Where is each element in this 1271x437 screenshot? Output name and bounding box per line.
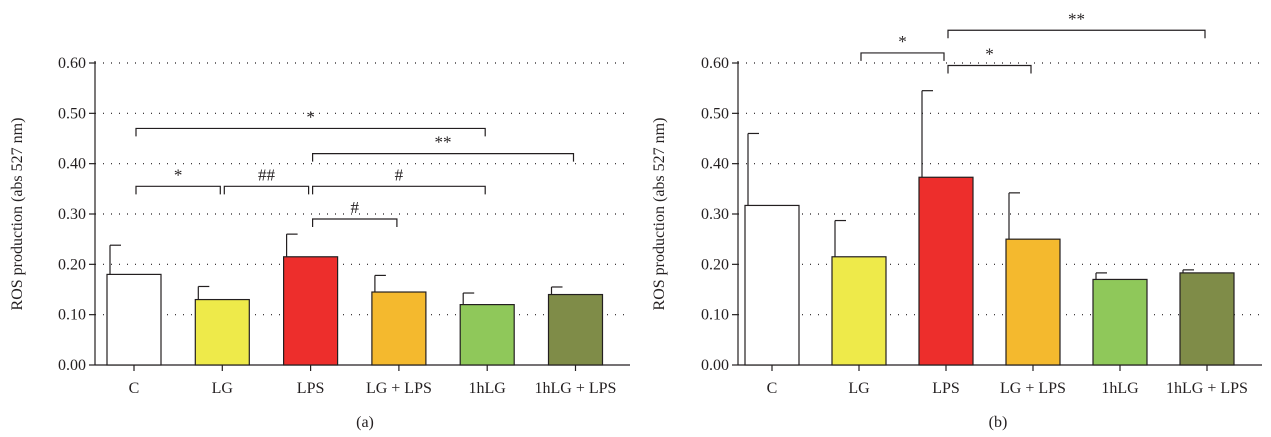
y-tick-label: 0.10 bbox=[58, 307, 86, 324]
bar-lg bbox=[194, 298, 250, 366]
y-axis-label: ROS production (abs 527 nm) bbox=[651, 118, 668, 311]
significance-bracket bbox=[312, 185, 486, 195]
bar-1hlg-lps bbox=[1179, 272, 1235, 366]
y-tick-label: 0.30 bbox=[701, 206, 729, 223]
x-tick-label: 1hLG + LPS bbox=[1166, 380, 1248, 397]
significance-bracket bbox=[135, 127, 486, 137]
y-tick-label: 0.40 bbox=[58, 156, 86, 173]
significance-bracket bbox=[860, 52, 945, 61]
bar-1hlg-lps bbox=[547, 293, 604, 366]
x-tick-label: 1hLG bbox=[1101, 380, 1139, 397]
y-tick-label: 0.20 bbox=[701, 256, 729, 273]
y-tick-label: 0.10 bbox=[701, 307, 729, 324]
y-tick-label: 0.30 bbox=[58, 206, 86, 223]
x-tick-label: 1hLG bbox=[469, 380, 507, 397]
significance-label: * bbox=[985, 45, 994, 64]
y-tick-label: 0.60 bbox=[701, 55, 729, 72]
panel-label: (b) bbox=[989, 414, 1008, 431]
x-tick-label: LG bbox=[212, 380, 234, 397]
y-tick-label: 0.40 bbox=[701, 156, 729, 173]
significance-bracket bbox=[312, 153, 575, 162]
y-tick-label: 0.00 bbox=[701, 357, 729, 374]
significance-label: # bbox=[351, 198, 360, 217]
x-tick-label: LG + LPS bbox=[366, 380, 432, 397]
significance-label: # bbox=[395, 165, 404, 184]
significance-label: * bbox=[306, 107, 315, 126]
y-tick-label: 0.20 bbox=[58, 256, 86, 273]
chart-panel-a: 0.00 0.10 0.20 0.30 0.40 0.50 0.60 ROS producti… bbox=[9, 55, 630, 431]
bar-lg bbox=[831, 256, 887, 366]
x-tick-label: LG bbox=[848, 380, 870, 397]
x-tick-label: 1hLG + LPS bbox=[535, 380, 617, 397]
panel-label: (a) bbox=[356, 414, 374, 431]
x-tick-label: LPS bbox=[932, 380, 960, 397]
significance-label: * bbox=[174, 165, 183, 184]
chart-panel-b: 0.00 0.10 0.20 0.30 0.40 0.50 0.60 ROS producti… bbox=[651, 9, 1262, 431]
y-tick-label: 0.50 bbox=[58, 105, 86, 122]
significance-bracket bbox=[223, 185, 310, 195]
significance-bracket bbox=[135, 185, 221, 195]
significance-label: * bbox=[898, 32, 907, 51]
significance-label: ** bbox=[435, 133, 452, 152]
significance-bracket bbox=[947, 64, 1032, 74]
bar-c bbox=[106, 273, 162, 366]
significance-label: ## bbox=[258, 165, 276, 184]
y-axis-label: ROS production (abs 527 nm) bbox=[9, 118, 26, 311]
bar-c bbox=[744, 204, 800, 366]
bar-lg-lps bbox=[371, 291, 427, 366]
significance-bracket bbox=[947, 29, 1206, 39]
x-tick-label: C bbox=[767, 380, 778, 397]
x-tick-label: C bbox=[129, 380, 140, 397]
bar-1hlg bbox=[1092, 278, 1148, 366]
x-tick-label: LPS bbox=[297, 380, 325, 397]
bar-lps bbox=[918, 176, 974, 366]
significance-bracket bbox=[312, 218, 398, 228]
y-tick-label: 0.60 bbox=[58, 55, 86, 72]
y-tick-label: 0.50 bbox=[701, 105, 729, 122]
x-tick-label: LG + LPS bbox=[1000, 380, 1066, 397]
bar-1hlg bbox=[459, 304, 515, 366]
bar-lg-lps bbox=[1005, 238, 1061, 366]
y-tick-label: 0.00 bbox=[58, 357, 86, 374]
significance-label: ** bbox=[1068, 9, 1085, 28]
bar-lps bbox=[283, 256, 339, 366]
